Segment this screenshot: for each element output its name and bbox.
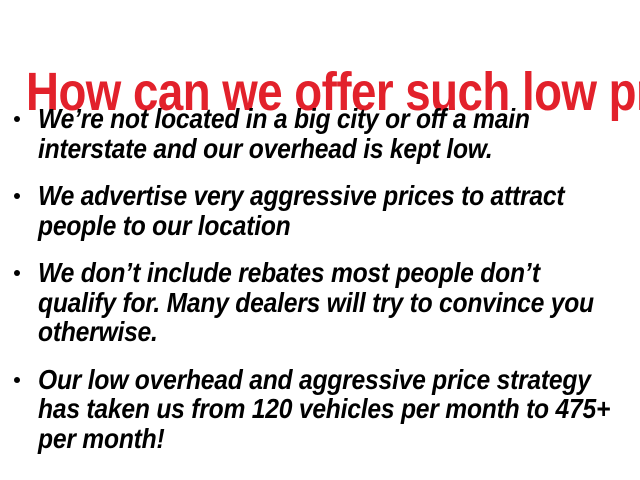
list-item: We advertise very aggressive prices to a…	[0, 181, 640, 240]
list-item: We’re not located in a big city or off a…	[0, 104, 640, 163]
list-item-text: Our low overhead and aggressive price st…	[38, 363, 611, 454]
list-item-text: We’re not located in a big city or off a…	[38, 103, 530, 164]
bullet-list: We’re not located in a big city or off a…	[0, 104, 640, 453]
bullet-dot-icon	[14, 270, 20, 276]
list-item: We don’t include rebates most people don…	[0, 258, 640, 347]
bullet-dot-icon	[14, 376, 20, 383]
list-item: Our low overhead and aggressive price st…	[0, 363, 640, 454]
bullet-dot-icon	[14, 193, 20, 199]
list-item-text: We advertise very aggressive prices to a…	[38, 180, 565, 241]
list-item-text: We don’t include rebates most people don…	[38, 257, 594, 347]
bullet-dot-icon	[14, 116, 20, 122]
